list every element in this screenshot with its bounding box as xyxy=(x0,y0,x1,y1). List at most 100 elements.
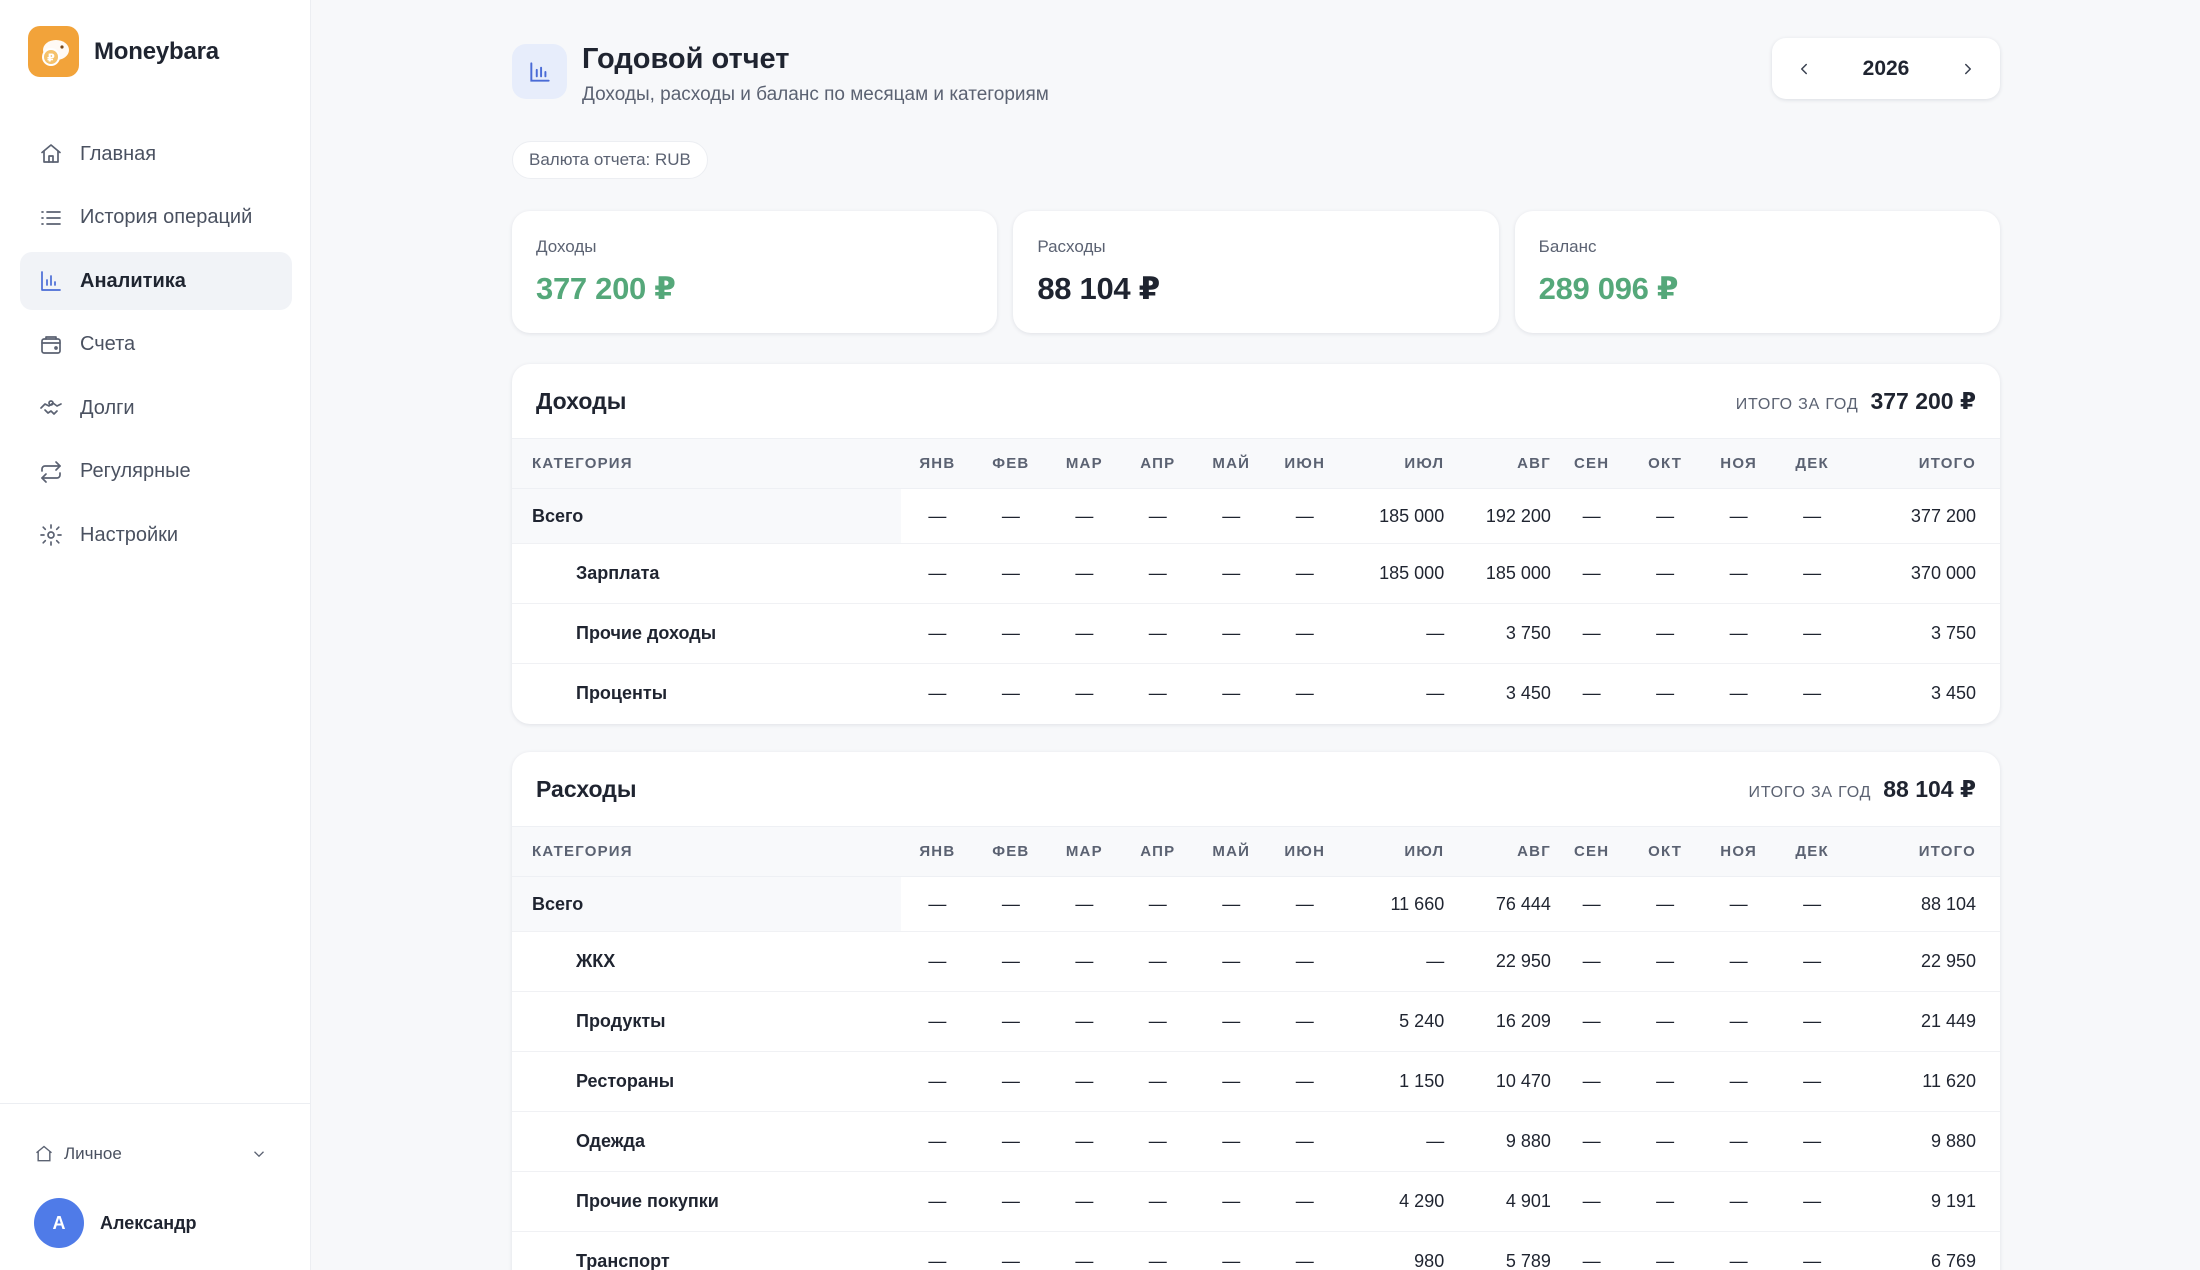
month-cell: — xyxy=(1628,1171,1702,1232)
sidebar: ₽ Moneybara Главная История операций Ана… xyxy=(0,0,311,1270)
month-cell: — xyxy=(1341,931,1449,992)
column-header-month: МАР xyxy=(1047,438,1122,489)
month-cell: — xyxy=(1701,876,1776,932)
category-name: Всего xyxy=(512,488,901,544)
month-cell: — xyxy=(974,488,1048,544)
user-profile[interactable]: А Александр xyxy=(34,1198,197,1248)
table-row[interactable]: Прочие покупки — — — — — —4 290 4 901— — — —9 191 xyxy=(512,1171,2000,1232)
month-cell: — xyxy=(1047,1051,1122,1112)
month-cell: — xyxy=(900,991,975,1052)
sidebar-item-home[interactable]: Главная xyxy=(20,125,292,183)
month-cell: — xyxy=(1775,991,1849,1052)
month-cell: — xyxy=(1554,1171,1629,1232)
month-cell: — xyxy=(1701,543,1776,604)
sidebar-item-label: Аналитика xyxy=(80,269,186,292)
column-header-month: ДЕК xyxy=(1775,438,1849,489)
repeat-icon xyxy=(38,459,64,485)
table-row[interactable]: Продукты — — — — — —5 240 16 209— — — —21 449 xyxy=(512,991,2000,1052)
column-header-month: МАЙ xyxy=(1194,826,1269,877)
month-cell: — xyxy=(1222,683,1241,704)
sidebar-item-recurring[interactable]: Регулярные xyxy=(20,443,292,501)
brand[interactable]: ₽ Moneybara xyxy=(28,26,219,77)
month-cell: — xyxy=(1628,543,1702,604)
column-header-month: СЕН xyxy=(1554,438,1629,489)
month-cell: — xyxy=(1047,991,1122,1052)
page-title: Годовой отчет xyxy=(582,43,790,75)
sidebar-item-history[interactable]: История операций xyxy=(20,189,292,247)
month-cell: — xyxy=(1268,1111,1342,1172)
month-cell: 185 000 xyxy=(1341,543,1449,604)
table-row[interactable]: Проценты — — — — — — — 3 450 — — — — 3 450 xyxy=(512,664,2000,724)
income-table: КАТЕГОРИЯ ЯНВ ФЕВ МАР АПР МАЙ ИЮН ИЮЛ АВГ СЕН ОКТ Н… xyxy=(512,438,2000,724)
month-cell: — xyxy=(974,931,1048,992)
sidebar-nav: Главная История операций Аналитика Счета… xyxy=(20,125,292,570)
table-row[interactable]: Зарплата — — — — — —185 000 185 000— — — —370 000 xyxy=(512,543,2000,604)
month-cell: — xyxy=(1148,1251,1167,1270)
month-cell: — xyxy=(1295,683,1314,704)
month-cell: — xyxy=(1194,1171,1269,1232)
month-cell: — xyxy=(1047,1171,1122,1232)
previous-year-button[interactable] xyxy=(1794,59,1814,79)
table-total-row[interactable]: Всего — — — — — —11 660 76 444— — — —88 104 xyxy=(512,876,2000,932)
month-cell: — xyxy=(900,876,975,932)
month-cell: — xyxy=(1121,931,1195,992)
month-cell: — xyxy=(1194,1051,1269,1112)
workspace-selector[interactable]: Личное xyxy=(34,1144,278,1164)
month-cell: — xyxy=(1701,991,1776,1052)
table-row[interactable]: Прочие доходы — — — — — — —3 750— — — —3 750 xyxy=(512,603,2000,664)
page-subtitle: Доходы, расходы и баланс по месяцам и ка… xyxy=(582,84,1049,105)
month-cell: 5 789 xyxy=(1505,1251,1551,1270)
month-cell: — xyxy=(1729,683,1748,704)
column-header-month: ОКТ xyxy=(1628,438,1702,489)
table-row[interactable]: Транспорт — — — — — — 980 5 789 — — — — 6 769 xyxy=(512,1232,2000,1270)
column-header-month: ИЮН xyxy=(1268,438,1342,489)
month-cell: — xyxy=(1268,931,1342,992)
month-cell: — xyxy=(1426,683,1445,704)
expense-total-label: итого за год xyxy=(1748,783,1872,801)
month-cell: — xyxy=(1222,1251,1241,1270)
expense-table: КАТЕГОРИЯ ЯНВ ФЕВ МАР АПР МАЙ ИЮН ИЮЛ АВГ СЕН ОКТ Н… xyxy=(512,826,2000,1270)
sidebar-item-settings[interactable]: Настройки xyxy=(20,506,292,564)
table-row[interactable]: Одежда — — — — — — —9 880— — — —9 880 xyxy=(512,1111,2000,1172)
month-cell: — xyxy=(1194,931,1269,992)
category-name: Прочие покупки xyxy=(512,1171,901,1232)
month-cell: — xyxy=(1554,543,1629,604)
row-total-cell: 88 104 xyxy=(1848,876,2000,932)
home-icon xyxy=(36,1145,52,1162)
table-total-row[interactable]: Всего — — — — — —185 000 192 200— — — —377 200 xyxy=(512,488,2000,544)
month-cell: 76 444 xyxy=(1448,876,1555,932)
chart-icon xyxy=(38,268,64,294)
next-year-button[interactable] xyxy=(1958,59,1978,79)
column-header-month: ДЕК xyxy=(1775,826,1849,877)
column-header-month: АВГ xyxy=(1448,826,1555,877)
month-cell: — xyxy=(1121,603,1195,664)
sidebar-item-accounts[interactable]: Счета xyxy=(20,316,292,374)
currency-badge: Валюта отчета: RUB xyxy=(512,141,708,179)
month-cell: — xyxy=(900,543,975,604)
category-name: Всего xyxy=(512,876,901,932)
month-cell: — xyxy=(1775,1051,1849,1112)
category-name: Зарплата xyxy=(512,543,901,604)
month-cell: — xyxy=(1001,1251,1020,1270)
sidebar-item-label: Главная xyxy=(80,142,157,165)
month-cell: — xyxy=(1628,603,1702,664)
row-total-cell: 370 000 xyxy=(1848,543,2000,604)
table-row[interactable]: ЖКХ — — — — — — —22 950— — — —22 950 xyxy=(512,931,2000,992)
table-row[interactable]: Рестораны — — — — — —1 150 10 470— — — —11 620 xyxy=(512,1051,2000,1112)
expense-total-value: 88 104 ₽ xyxy=(1883,775,1976,802)
row-total-cell: 9 191 xyxy=(1848,1171,2000,1232)
month-cell: — xyxy=(1554,1051,1629,1112)
user-name: Александр xyxy=(100,1212,197,1233)
balance-card: Баланс 289 096 ₽ xyxy=(1514,211,2000,333)
month-cell: — xyxy=(1701,1171,1776,1232)
month-cell: 16 209 xyxy=(1448,991,1555,1052)
month-cell: — xyxy=(1554,931,1629,992)
page-header: Годовой отчет Доходы, расходы и баланс п… xyxy=(512,43,1049,106)
month-cell: — xyxy=(974,1111,1048,1172)
month-cell: — xyxy=(1121,543,1195,604)
month-cell: — xyxy=(1047,603,1122,664)
month-cell: — xyxy=(1047,876,1122,932)
sidebar-item-analytics[interactable]: Аналитика xyxy=(20,252,292,310)
month-cell: — xyxy=(974,1171,1048,1232)
sidebar-item-debts[interactable]: Долги xyxy=(20,379,292,437)
